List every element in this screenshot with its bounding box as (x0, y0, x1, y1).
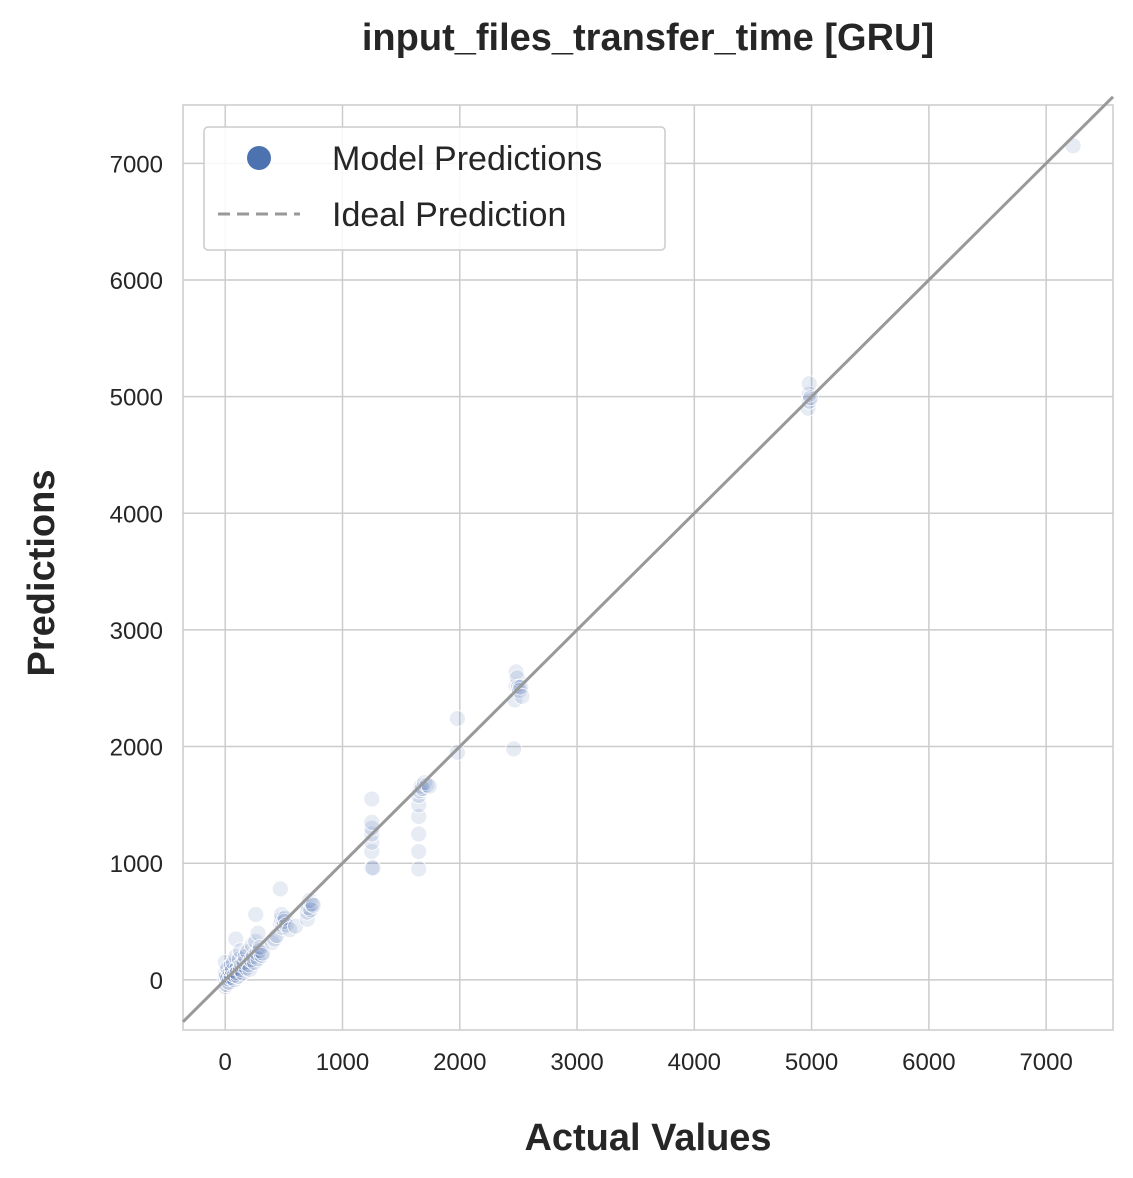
y-tick-label: 6000 (110, 268, 163, 295)
data-point (410, 825, 428, 843)
y-tick-label: 7000 (110, 151, 163, 178)
data-point (410, 860, 428, 878)
data-point (505, 740, 523, 758)
data-point (449, 710, 466, 727)
y-tick-label: 4000 (110, 501, 163, 528)
x-tick-label: 5000 (785, 1049, 838, 1076)
data-point (300, 899, 317, 916)
y-tick-label: 0 (150, 968, 163, 995)
data-point (277, 916, 295, 934)
data-point (410, 843, 428, 860)
legend: Model Predictions Ideal Prediction (203, 126, 666, 251)
data-point (304, 896, 322, 914)
x-tick-label: 1000 (316, 1049, 369, 1076)
x-axis-label: Actual Values (524, 1117, 771, 1159)
data-point (410, 796, 428, 814)
plot-area (182, 104, 1114, 1031)
ideal-prediction-line (181, 95, 1115, 1023)
y-tick-label: 5000 (110, 385, 163, 412)
data-point (363, 843, 381, 860)
data-point (302, 901, 320, 919)
x-tick-label: 6000 (902, 1049, 955, 1076)
grid-lines (183, 105, 1113, 1030)
legend-label-ideal-prediction: Ideal Prediction (332, 196, 566, 234)
x-tick-label: 0 (219, 1049, 232, 1076)
data-point (249, 924, 267, 942)
data-point (363, 813, 381, 831)
y-tick-labels: 0 1000 2000 3000 4000 5000 6000 7000 (110, 151, 163, 995)
legend-box (203, 126, 666, 251)
y-axis-label: Predictions (21, 470, 63, 677)
y-tick-label: 3000 (110, 618, 163, 645)
data-point (800, 375, 818, 393)
data-point (507, 663, 525, 681)
legend-marker-model-predictions (247, 146, 271, 170)
data-point (364, 859, 382, 877)
data-point (508, 669, 526, 687)
data-point (303, 895, 321, 913)
data-point (449, 743, 466, 761)
data-point (271, 880, 289, 898)
x-tick-label: 4000 (668, 1049, 721, 1076)
x-tick-labels: 0 1000 2000 3000 4000 5000 6000 7000 (219, 1049, 1073, 1076)
y-tick-label: 1000 (110, 851, 163, 878)
x-tick-label: 2000 (433, 1049, 486, 1076)
data-point (513, 687, 531, 705)
x-tick-label: 7000 (1019, 1049, 1072, 1076)
data-point (363, 790, 381, 808)
chart-title: input_files_transfer_time [GRU] (362, 17, 934, 59)
data-point (247, 906, 265, 923)
data-point (363, 819, 381, 837)
data-point (254, 944, 272, 962)
data-point (410, 808, 428, 825)
y-tick-label: 2000 (110, 735, 163, 762)
legend-label-model-predictions: Model Predictions (332, 140, 602, 178)
x-tick-label: 3000 (550, 1049, 603, 1076)
